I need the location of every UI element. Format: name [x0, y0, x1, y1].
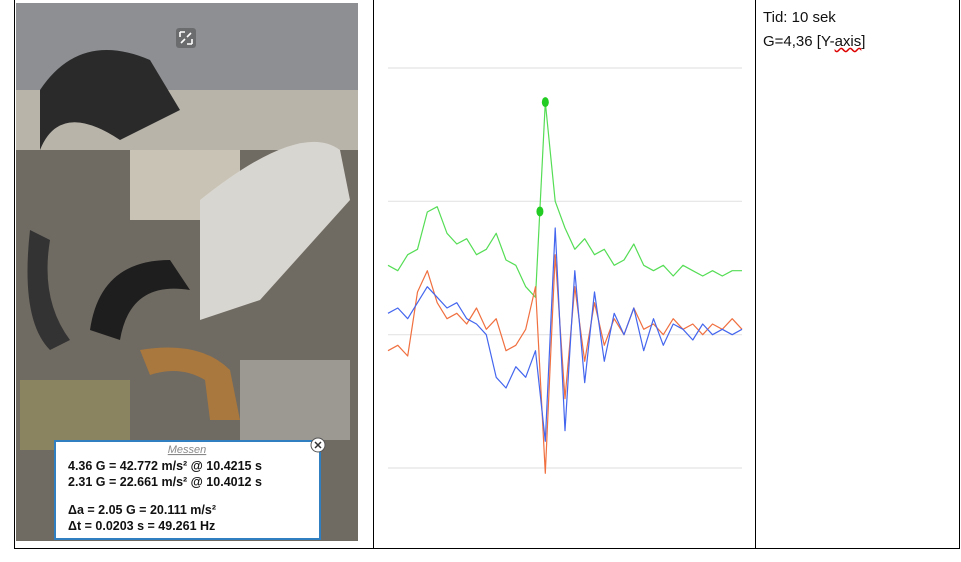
marker-point [542, 97, 549, 107]
canvas: Messen 4.36 G = 42.772 m/s² @ 10.4215 s … [0, 0, 961, 562]
overlay-line: Δt = 0.0203 s = 49.261 Hz [68, 519, 215, 533]
note: Tid: 10 sek [763, 6, 865, 30]
measure-overlay: Messen 4.36 G = 42.772 m/s² @ 10.4215 s … [55, 438, 325, 539]
signal-line [388, 102, 742, 297]
signal-line [388, 255, 742, 474]
overlay-line: 4.36 G = 42.772 m/s² @ 10.4215 s [68, 459, 262, 473]
overlay-heading: Messen [168, 444, 207, 456]
notes: Tid: 10 sek G=4,36 [Y-axis] [763, 6, 865, 54]
marker-point [536, 206, 543, 216]
overlay-line: Δa = 2.05 G = 20.111 m/s² [68, 503, 216, 517]
note: G=4,36 [Y-axis] [763, 30, 865, 54]
overlay-line: 2.31 G = 22.661 m/s² @ 10.4012 s [68, 475, 262, 489]
chart [388, 68, 742, 473]
page: { "photo_overlay": { "heading": "Messen"… [0, 0, 961, 562]
